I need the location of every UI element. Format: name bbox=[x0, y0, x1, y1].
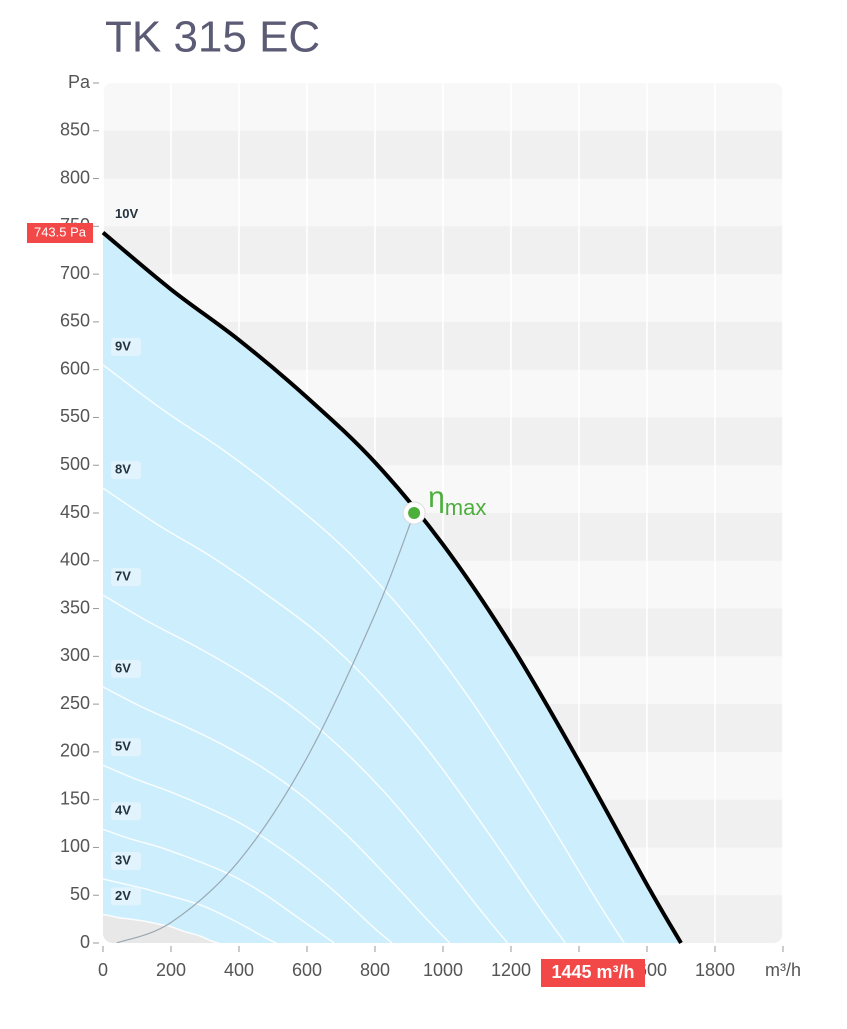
series-label: 6V bbox=[115, 660, 131, 675]
x-tick-label: 800 bbox=[360, 960, 390, 980]
series-label-bg bbox=[111, 802, 141, 821]
eta-max-point bbox=[408, 507, 421, 519]
y-tick-label: 850 bbox=[60, 120, 90, 140]
x-tick-label: m³/h bbox=[765, 960, 801, 980]
y-tick-label: 500 bbox=[60, 454, 90, 474]
y-tick-label: 400 bbox=[60, 550, 90, 570]
pressure-label: 743.5 Pa bbox=[34, 224, 87, 239]
series-label: 9V bbox=[115, 338, 131, 353]
voltage-curve bbox=[103, 487, 567, 943]
series-label-bg bbox=[111, 461, 141, 480]
eta-max-label: ηmax bbox=[428, 481, 486, 520]
series-label-bg bbox=[111, 659, 141, 678]
voltage-curve bbox=[103, 764, 393, 943]
y-tick-label: 650 bbox=[60, 311, 90, 331]
y-tick-label: Pa bbox=[68, 72, 91, 92]
series-label: 2V bbox=[115, 888, 131, 903]
y-tick-label: 100 bbox=[60, 836, 90, 856]
series-label-bg bbox=[111, 337, 141, 356]
series-label-bg bbox=[111, 851, 141, 870]
y-tick-label: 350 bbox=[60, 597, 90, 617]
efficiency-curve bbox=[116, 512, 415, 943]
eta-symbol: η bbox=[428, 481, 445, 514]
voltage-curve bbox=[103, 686, 451, 943]
series-label-bg bbox=[111, 887, 141, 906]
series-label-bg bbox=[111, 738, 141, 757]
max-curve bbox=[101, 231, 683, 945]
y-tick-label: 600 bbox=[60, 358, 90, 378]
x-tick-label: 200 bbox=[156, 960, 186, 980]
series-label: 10V bbox=[115, 206, 138, 221]
x-tick-label: 1800 bbox=[695, 960, 735, 980]
series-label-bg bbox=[111, 568, 141, 587]
x-tick-label: 1200 bbox=[491, 960, 531, 980]
voltage-curve bbox=[103, 913, 219, 943]
voltage-curve bbox=[103, 828, 335, 943]
voltage-curve bbox=[103, 364, 625, 943]
chart-title: TK 315 EC bbox=[105, 13, 320, 62]
voltage-curve bbox=[103, 594, 509, 943]
y-tick-label: 250 bbox=[60, 693, 90, 713]
series-label: 3V bbox=[115, 852, 131, 867]
voltage-curve bbox=[103, 878, 277, 943]
y-tick-label: 50 bbox=[70, 884, 90, 904]
pressure-label-bg bbox=[27, 223, 93, 243]
operating-area bbox=[103, 232, 681, 943]
y-tick-label: 550 bbox=[60, 406, 90, 426]
x-tick-label: 0 bbox=[98, 960, 108, 980]
series-label: 8V bbox=[115, 462, 131, 477]
y-tick-label: 700 bbox=[60, 263, 90, 283]
y-tick-label: 150 bbox=[60, 788, 90, 808]
x-tick-label: 1000 bbox=[423, 960, 463, 980]
y-tick-label: 450 bbox=[60, 502, 90, 522]
y-tick-label: 0 bbox=[80, 932, 90, 952]
series-label: 4V bbox=[115, 803, 131, 818]
plot bbox=[103, 83, 783, 943]
eta-subscript: max bbox=[445, 495, 487, 520]
y-tick-label: 200 bbox=[60, 741, 90, 761]
x-tick-label: 400 bbox=[224, 960, 254, 980]
y-tick-label: 300 bbox=[60, 645, 90, 665]
x-tick-label: 600 bbox=[292, 960, 322, 980]
series-label: 7V bbox=[115, 569, 131, 584]
flow-label-bg bbox=[541, 959, 645, 987]
series-label: 5V bbox=[115, 739, 131, 754]
flow-label: 1445 m³/h bbox=[551, 962, 634, 982]
y-tick-label: 800 bbox=[60, 167, 90, 187]
